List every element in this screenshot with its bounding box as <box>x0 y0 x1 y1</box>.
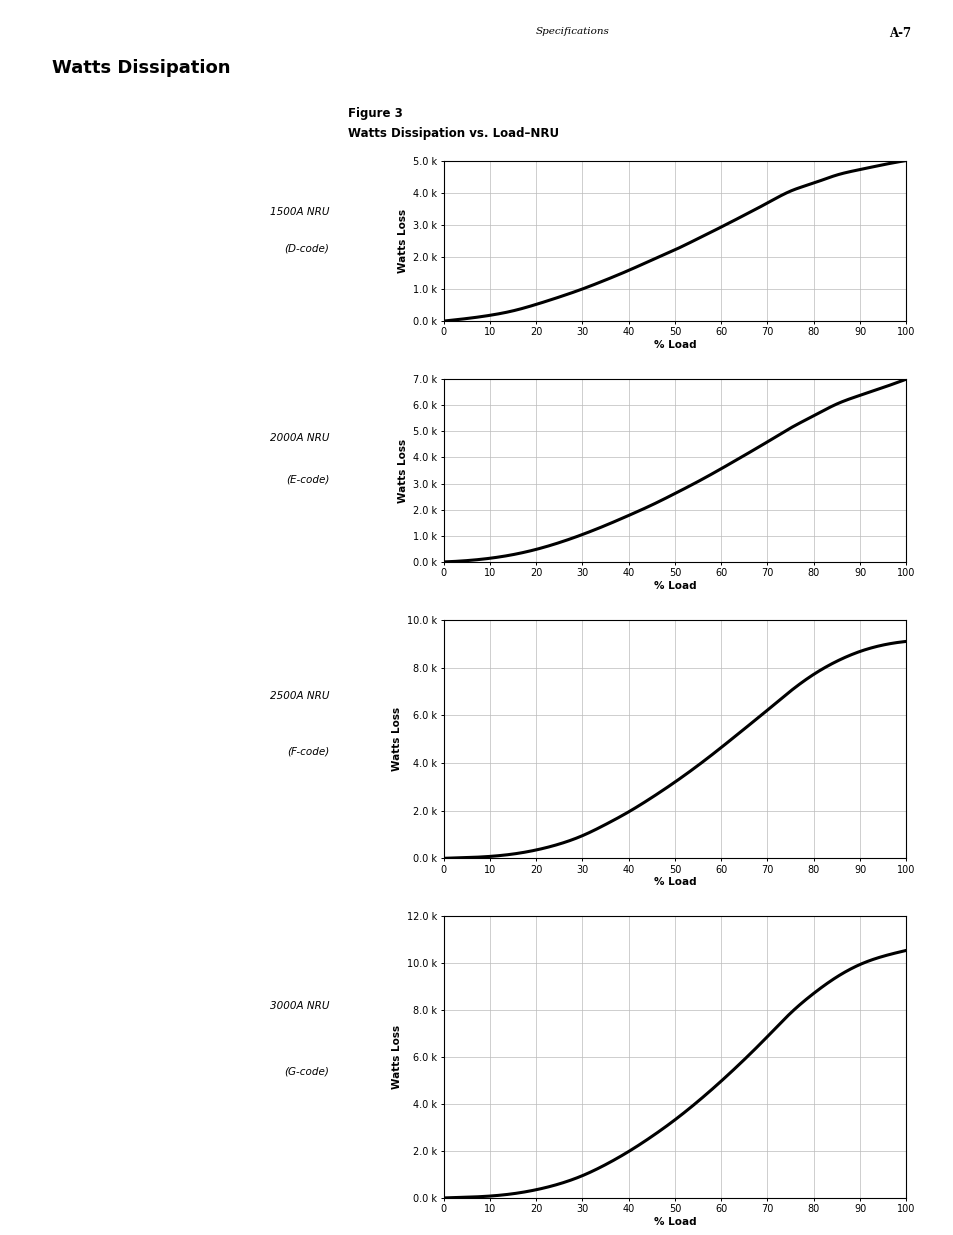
Text: Specifications: Specifications <box>535 27 609 36</box>
Y-axis label: Watts Loss: Watts Loss <box>391 1025 401 1089</box>
Text: 3000A NRU: 3000A NRU <box>270 1002 329 1011</box>
Y-axis label: Watts Loss: Watts Loss <box>392 708 401 771</box>
Y-axis label: Watts Loss: Watts Loss <box>397 438 407 503</box>
Text: Watts Dissipation: Watts Dissipation <box>52 59 231 78</box>
Y-axis label: Watts Loss: Watts Loss <box>397 209 407 273</box>
X-axis label: % Load: % Load <box>653 1216 696 1228</box>
Text: 2000A NRU: 2000A NRU <box>270 432 329 442</box>
X-axis label: % Load: % Load <box>653 580 696 592</box>
Text: Watts Dissipation vs. Load–NRU: Watts Dissipation vs. Load–NRU <box>348 127 558 141</box>
Text: 2500A NRU: 2500A NRU <box>270 692 329 701</box>
Text: Figure 3: Figure 3 <box>348 107 402 121</box>
Text: A-7: A-7 <box>888 27 910 41</box>
Text: (D-code): (D-code) <box>284 243 329 254</box>
Text: 1500A NRU: 1500A NRU <box>270 207 329 217</box>
Text: (F-code): (F-code) <box>287 746 329 756</box>
X-axis label: % Load: % Load <box>653 340 696 351</box>
Text: (E-code): (E-code) <box>286 474 329 484</box>
X-axis label: % Load: % Load <box>653 877 696 888</box>
Text: (G-code): (G-code) <box>284 1066 329 1076</box>
